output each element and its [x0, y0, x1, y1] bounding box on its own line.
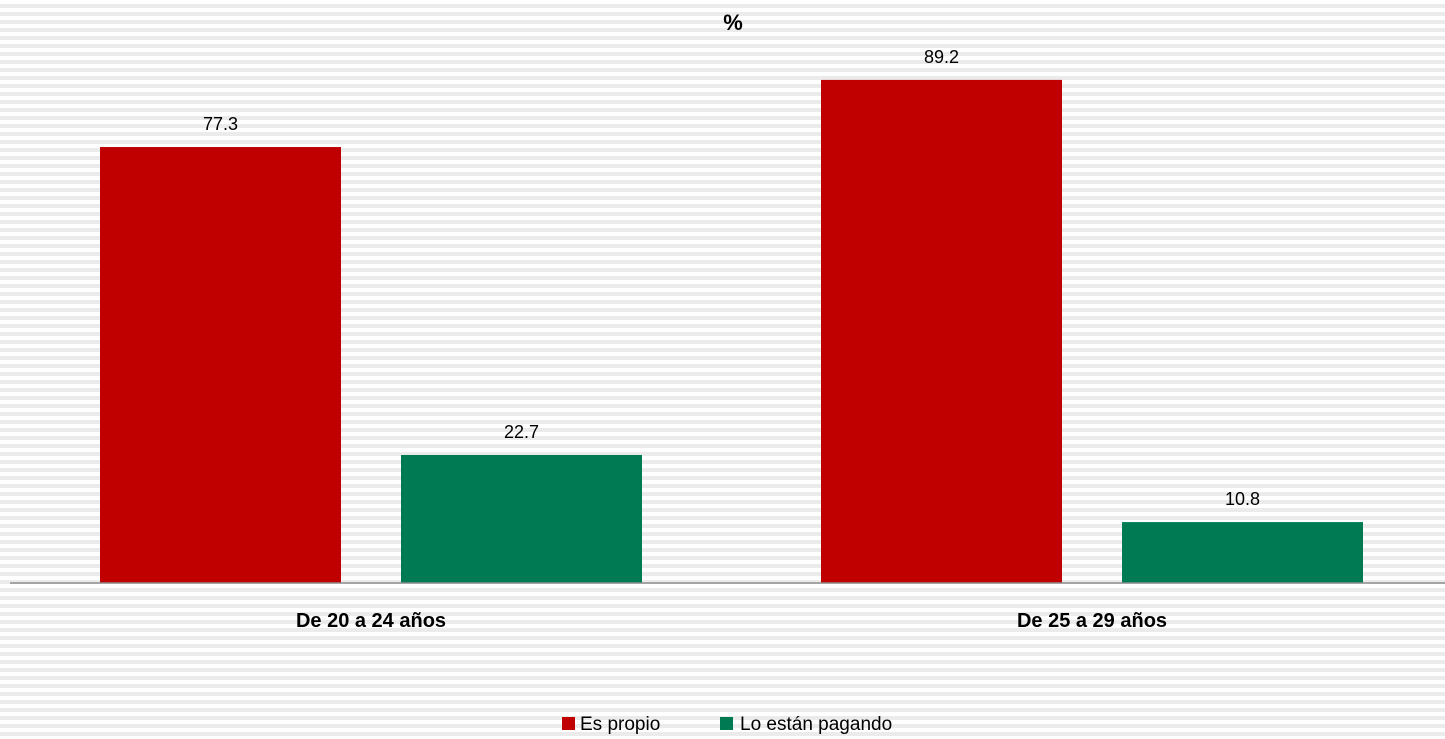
bars-layer: 77.3 22.7 89.2 10.8 — [100, 47, 1363, 584]
data-label-1-0: 22.7 — [504, 422, 539, 442]
bar-1-1 — [1122, 522, 1363, 583]
chart-title: % — [723, 10, 743, 35]
legend-swatch-es-propio — [562, 717, 575, 730]
bar-0-0 — [100, 147, 341, 583]
category-label-0: De 20 a 24 años — [296, 610, 446, 632]
bar-0-1 — [821, 79, 1062, 584]
legend-label-lo-estan-pagando: Lo están pagando — [740, 714, 892, 735]
bar-1-0 — [401, 454, 642, 583]
legend-label-es-propio: Es propio — [580, 714, 660, 735]
data-label-0-1: 89.2 — [924, 47, 959, 67]
legend: Es propio Lo están pagando — [562, 714, 892, 735]
category-label-1: De 25 a 29 años — [1017, 610, 1167, 632]
data-label-1-1: 10.8 — [1225, 489, 1260, 509]
data-label-0-0: 77.3 — [203, 114, 238, 134]
legend-swatch-lo-estan-pagando — [720, 717, 733, 730]
